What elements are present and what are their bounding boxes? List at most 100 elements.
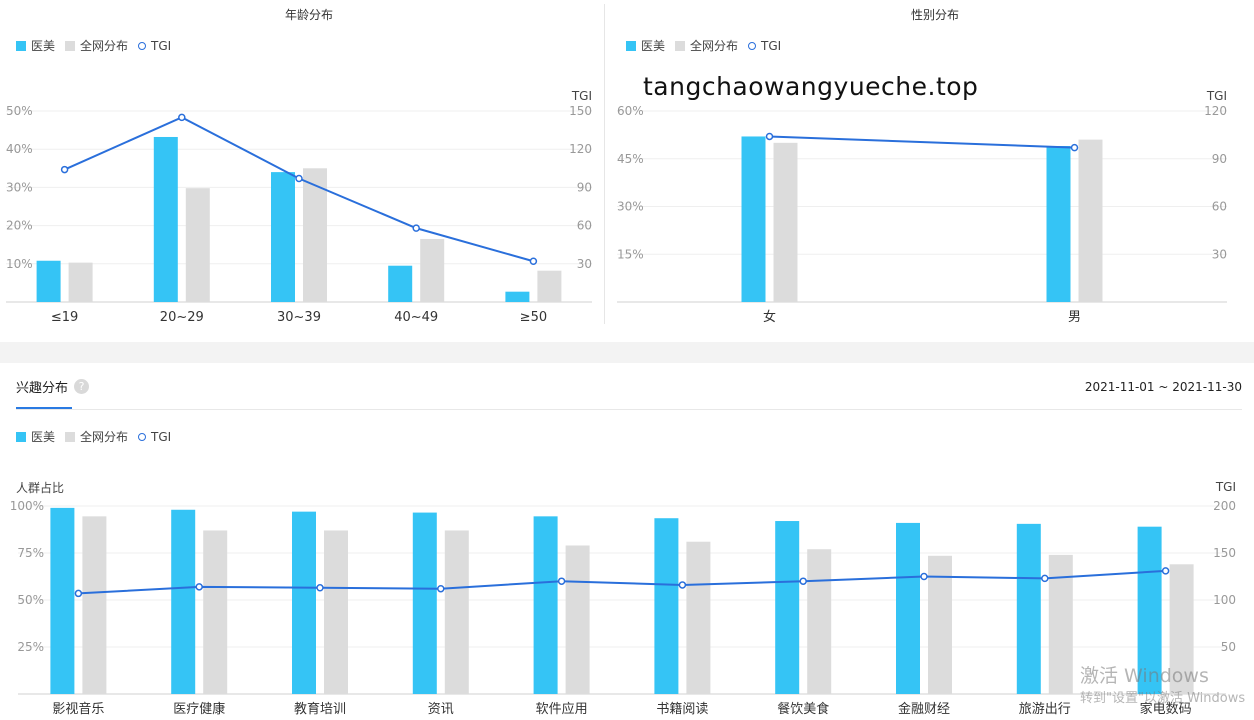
bar-series1	[171, 509, 196, 694]
bar-series2	[185, 188, 210, 302]
legend-item-tgi[interactable]: TGI	[138, 430, 171, 444]
tgi-line	[64, 116, 534, 263]
y2-tick-label: 30	[577, 257, 592, 271]
tgi-point	[678, 581, 687, 589]
bar-series2	[773, 142, 798, 302]
x-tick-label: 20~29	[160, 310, 204, 325]
bar-series1	[505, 291, 530, 302]
y2-tick-label: 200	[1213, 499, 1236, 513]
bar-series1	[896, 522, 920, 694]
legend-item-series2[interactable]: 全网分布	[65, 428, 128, 445]
tgi-point	[178, 113, 186, 122]
bar-series2	[537, 270, 562, 302]
y2-tick-label: 90	[1212, 152, 1227, 166]
tgi-line	[769, 135, 1075, 149]
legend-swatch-grey	[65, 40, 76, 51]
x-tick-label: 教育培训	[294, 701, 346, 717]
x-tick-label: 30~39	[277, 310, 321, 325]
y2-tick-label: 60	[577, 219, 592, 233]
tgi-line	[78, 569, 1166, 595]
legend-swatch-ring	[138, 41, 147, 50]
y-tick-label: 100%	[10, 499, 44, 513]
y2-axis-title: TGI	[1206, 89, 1227, 103]
bar-series1	[654, 518, 679, 694]
bar-series1	[50, 507, 75, 694]
y-tick-label: 50%	[17, 593, 44, 607]
y-tick-label: 75%	[17, 546, 44, 560]
legend-swatch-blue	[626, 40, 636, 51]
y-tick-label: 45%	[617, 152, 644, 166]
bar-series1	[36, 260, 61, 302]
y2-axis-title: TGI	[571, 89, 592, 103]
bar-series1	[388, 265, 413, 302]
legend-item-series2[interactable]: 全网分布	[675, 37, 738, 54]
bar-series2	[68, 262, 93, 302]
y2-tick-label: 90	[577, 180, 592, 194]
legend-item-series1[interactable]: 医美	[16, 37, 55, 54]
y-tick-label: 30%	[617, 200, 644, 214]
tgi-point	[920, 572, 928, 581]
y2-tick-label: 30	[1212, 247, 1227, 261]
interest-distribution-panel: 兴趣分布 ? 2021-11-01 ~ 2021-11-30 医美 全网分布 T…	[0, 363, 1254, 720]
legend-item-series2[interactable]: 全网分布	[65, 37, 128, 54]
y-axis-title: 人群占比	[16, 480, 64, 495]
bar-series1	[1046, 146, 1071, 302]
tgi-point	[195, 583, 203, 591]
y2-tick-label: 120	[1204, 104, 1227, 118]
legend-swatch-grey	[65, 431, 76, 442]
gender-distribution-panel: 性别分布 医美 全网分布 TGI 15% 30 30% 60 45% 90 60% 120 TG…	[605, 0, 1254, 340]
bar-series1	[292, 511, 316, 694]
x-tick-label: 女	[763, 309, 776, 325]
tab-divider	[16, 409, 1242, 410]
bar-series2	[420, 238, 445, 302]
interest-tab[interactable]: 兴趣分布 ?	[16, 377, 90, 396]
bar-series1	[741, 136, 766, 302]
age-distribution-panel: 年龄分布 医美 全网分布 TGI 10% 30 20% 60 30% 90 40% 120 50…	[0, 0, 604, 340]
age-legend: 医美 全网分布 TGI	[16, 37, 181, 54]
date-range[interactable]: 2021-11-01 ~ 2021-11-30	[1084, 380, 1242, 394]
bar-series2	[1078, 139, 1103, 302]
y-tick-label: 50%	[6, 104, 33, 118]
tgi-point	[60, 165, 69, 174]
x-tick-label: 家电数码	[1140, 701, 1192, 717]
legend-item-tgi[interactable]: TGI	[138, 39, 171, 53]
legend-item-tgi[interactable]: TGI	[748, 39, 781, 53]
y-tick-label: 40%	[6, 142, 33, 156]
y-tick-label: 30%	[6, 180, 33, 194]
question-icon[interactable]: ?	[74, 379, 90, 394]
tgi-point	[765, 132, 774, 141]
bar-series2	[686, 541, 711, 694]
tgi-point	[1070, 143, 1079, 152]
tgi-point	[316, 584, 324, 592]
bar-series1	[412, 512, 437, 694]
x-tick-label: 书籍阅读	[656, 701, 708, 717]
y2-tick-label: 60	[1212, 200, 1227, 214]
bar-series2	[928, 555, 952, 694]
x-tick-label: 金融财经	[898, 701, 950, 717]
active-tab-indicator	[16, 407, 72, 409]
section-separator	[0, 342, 1254, 363]
y2-tick-label: 50	[1221, 640, 1236, 654]
age-chart-title: 年龄分布	[284, 8, 333, 22]
x-tick-label: 40~49	[394, 310, 438, 325]
bar-series2	[807, 549, 832, 694]
x-tick-label: ≤19	[51, 310, 78, 325]
bar-series2	[444, 530, 469, 694]
bar-series2	[1048, 554, 1073, 694]
bar-series1	[533, 516, 558, 694]
legend-item-series1[interactable]: 医美	[16, 428, 55, 445]
bar-series1	[153, 136, 178, 302]
legend-swatch-grey	[675, 40, 686, 51]
bar-series1	[775, 521, 800, 694]
site-watermark: tangchaowangyueche.top	[643, 72, 979, 101]
legend-item-series1[interactable]: 医美	[626, 37, 665, 54]
bar-series1	[271, 172, 295, 302]
tgi-point	[557, 577, 566, 585]
tgi-point	[799, 577, 807, 585]
y-tick-label: 10%	[6, 257, 33, 271]
tgi-point	[1161, 567, 1170, 575]
y2-tick-label: 150	[569, 104, 592, 118]
panel-divider	[604, 4, 605, 324]
